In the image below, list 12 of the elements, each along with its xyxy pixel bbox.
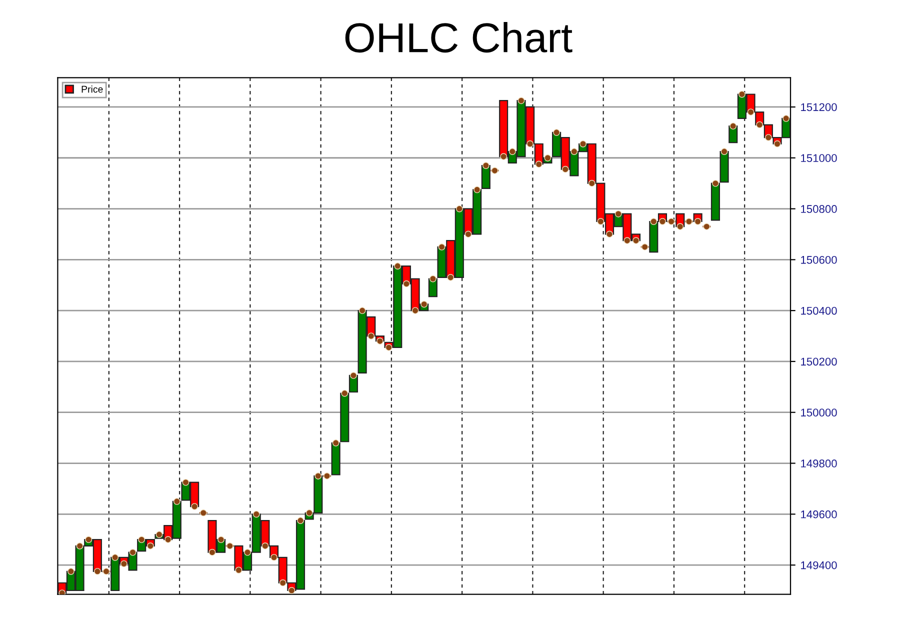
y-tick-label: 150400: [801, 306, 837, 315]
y-tick-label: 149800: [801, 460, 837, 468]
y-tick-label: 150000: [801, 408, 837, 416]
y-tick-label: 151000: [801, 154, 837, 162]
y-tick-label: 150800: [801, 205, 837, 213]
y-tick-label: 150600: [801, 256, 837, 264]
legend-label: Price: [82, 86, 103, 93]
chart-title: OHLC Chart: [345, 22, 572, 53]
y-tick-label: 150200: [801, 358, 837, 366]
y-tick-label: 149400: [801, 561, 837, 570]
y-tick-label: 149600: [801, 510, 837, 518]
y-tick-label: 151200: [801, 103, 837, 112]
